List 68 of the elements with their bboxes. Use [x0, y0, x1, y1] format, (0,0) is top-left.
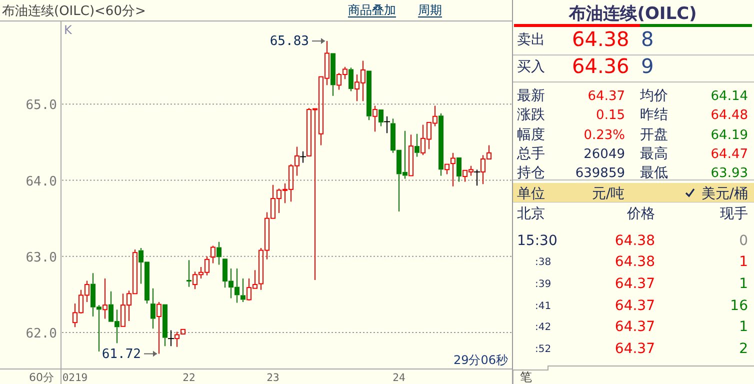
text: 64.38	[614, 233, 655, 249]
text: 0.15	[596, 108, 625, 123]
text: 64.36	[572, 54, 630, 78]
text: 1	[739, 276, 748, 292]
text: 元/吨	[592, 186, 625, 202]
text: 64.47	[710, 147, 748, 162]
text: 0.23%	[584, 128, 625, 143]
text: 总手	[516, 146, 545, 162]
x-tick-label: 22	[182, 372, 196, 384]
text: :41	[535, 301, 552, 312]
text: 9	[641, 54, 654, 78]
text: 开盘	[640, 127, 668, 143]
text: 买入	[517, 59, 545, 75]
text: 1	[739, 254, 748, 270]
y-tick-label: 65.0	[26, 98, 57, 114]
text: 最低	[640, 165, 668, 181]
text: 最高	[640, 146, 668, 162]
text: 64.37	[614, 319, 655, 335]
text: 卖出	[517, 32, 545, 48]
y-tick-label: 64.0	[26, 174, 57, 190]
text: 价格	[626, 206, 655, 222]
y-tick-label: 63.0	[26, 250, 57, 266]
text: 16	[730, 298, 748, 314]
text: 64.37	[614, 276, 655, 292]
text: 单位	[517, 186, 545, 202]
text: 美元/桶	[701, 186, 748, 202]
text: :38	[535, 257, 552, 268]
text: 0	[739, 233, 748, 249]
annotation: 65.83	[270, 34, 309, 50]
text: 64.37	[614, 298, 655, 314]
text: 64.37	[588, 89, 625, 104]
text: 北京	[517, 206, 545, 222]
x-tick-label: 0219	[62, 372, 88, 384]
text: 幅度	[517, 127, 545, 143]
text: 商品叠加	[348, 3, 396, 17]
text: 1	[739, 319, 748, 335]
text: 昨结	[640, 107, 668, 123]
text: 60分	[29, 371, 54, 384]
text: :52	[535, 344, 552, 355]
chart-title: 布油连续(OILC)<60分>	[2, 4, 146, 19]
text: 周期	[418, 3, 442, 17]
text: :39	[535, 279, 552, 290]
text: 64.38	[572, 27, 630, 51]
text: 8	[641, 27, 654, 51]
text: 持仓	[517, 165, 545, 181]
text: 64.19	[710, 128, 748, 143]
text: :42	[535, 322, 552, 333]
text: 64.14	[710, 89, 748, 104]
x-tick-label: 24	[392, 372, 406, 384]
text: 15:30	[517, 233, 558, 249]
text: K	[64, 23, 73, 37]
y-tick-label: 62.0	[26, 326, 57, 342]
annotation: 29分06秒	[453, 353, 508, 367]
text: 64.38	[614, 254, 655, 270]
annotation: 61.72	[102, 346, 141, 362]
x-tick-label: 23	[266, 372, 280, 384]
text: 639859	[575, 166, 625, 181]
text: 布油连续(OILC)	[568, 4, 697, 24]
text: 64.48	[710, 108, 748, 123]
text: 64.37	[614, 341, 655, 357]
text: 笔	[520, 370, 532, 384]
text: 2	[739, 341, 748, 357]
text: 最新	[517, 88, 545, 104]
text: 均价	[639, 88, 668, 104]
text: 现手	[720, 206, 748, 222]
text: 涨跌	[517, 107, 545, 123]
text: 63.93	[710, 166, 748, 181]
text: 26049	[584, 147, 625, 162]
